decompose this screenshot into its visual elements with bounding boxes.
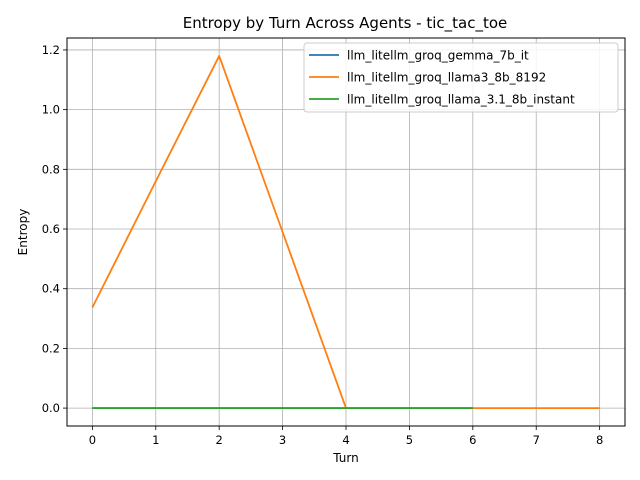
y-tick-label: 0.4 xyxy=(42,282,60,296)
x-tick-label: 3 xyxy=(279,433,286,447)
x-tick-label: 8 xyxy=(596,433,603,447)
chart-title: Entropy by Turn Across Agents - tic_tac_… xyxy=(183,14,508,33)
series-lines xyxy=(91,55,600,409)
y-tick-label: 1.2 xyxy=(42,43,60,57)
legend-label-1: llm_litellm_groq_llama3_8b_8192 xyxy=(347,71,546,85)
legend-label-0: llm_litellm_groq_gemma_7b_it xyxy=(347,49,529,63)
y-tick-label: 0.2 xyxy=(42,341,60,355)
x-tick-label: 0 xyxy=(89,433,96,447)
x-tick-label: 6 xyxy=(469,433,476,447)
legend-box xyxy=(303,42,619,113)
x-axis-ticks: 0 1 2 3 4 5 6 7 8 xyxy=(89,426,603,447)
x-tick-label: 5 xyxy=(406,433,413,447)
y-axis-label: Entropy xyxy=(16,209,30,256)
y-axis-ticks: 0.0 0.2 0.4 0.6 0.8 1.0 1.2 xyxy=(42,43,67,415)
x-tick-label: 4 xyxy=(342,433,349,447)
x-tick-label: 2 xyxy=(216,433,223,447)
y-tick-label: 0.0 xyxy=(42,401,60,415)
x-tick-label: 7 xyxy=(533,433,540,447)
y-tick-label: 1.0 xyxy=(42,103,60,117)
x-tick-label: 1 xyxy=(152,433,159,447)
legend: llm_litellm_groq_gemma_7b_it llm_litellm_… xyxy=(303,42,619,113)
legend-label-2: llm_litellm_groq_llama_3.1_8b_instant xyxy=(347,93,575,107)
x-axis-label: Turn xyxy=(332,451,358,465)
y-tick-label: 0.6 xyxy=(42,222,60,236)
y-tick-label: 0.8 xyxy=(42,162,60,176)
